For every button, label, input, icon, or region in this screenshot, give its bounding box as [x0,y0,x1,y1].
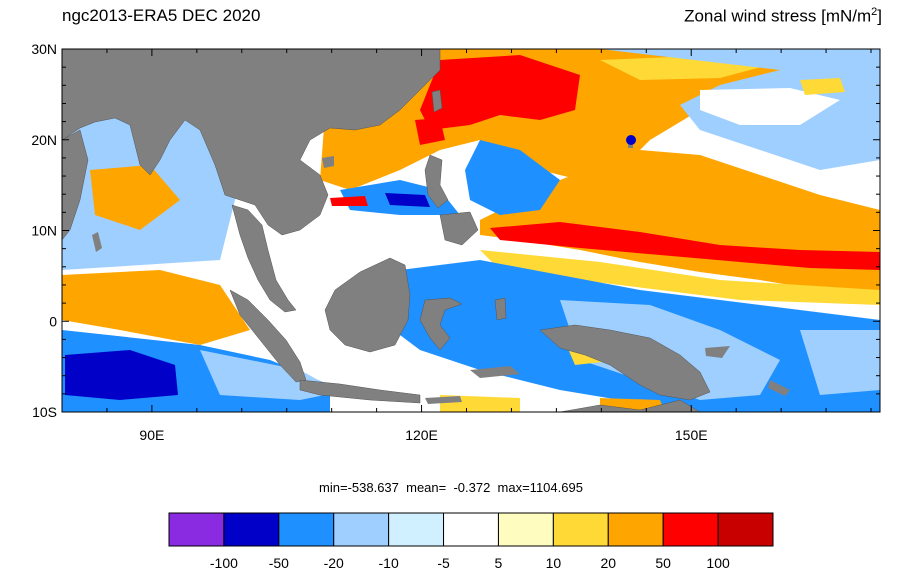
summary-stats: min=-538.637 mean= -0.372 max=1104.695 [319,480,583,495]
colorbar-label: -50 [269,555,289,571]
field-white-ne [700,88,840,125]
field-lightblue-coral [800,330,880,395]
colorbar-swatch [497,512,554,547]
land-new-guinea [539,324,711,401]
land-asia [62,49,441,236]
land-taiwan [431,89,443,113]
lat-tick-label: 10S [32,404,57,420]
land-new-britain [705,346,730,358]
field-orange-io-eq [62,270,250,345]
field-blue-phil-sea [465,140,560,215]
colorbar-swatch [443,512,499,547]
colorbar-label: -100 [210,555,238,571]
land-luzon [424,154,449,209]
colorbar: -100 -50 -20 -10 -5 5 10 20 50 100 [168,512,774,571]
colorbar-swatch [223,512,280,547]
colorbar-swatch [168,512,225,547]
field-blue-vortex [626,135,636,145]
field-darkblue-io-south [65,350,178,400]
lon-tick-label: 150E [675,427,708,443]
land-indochina-peninsula [231,204,297,313]
colorbar-swatch [552,512,609,547]
field-orange-io-north [90,165,180,230]
colorbar-label: 10 [546,555,562,571]
colorbar-label: -20 [324,555,344,571]
land-australia-top [559,399,701,412]
land-sri-lanka [92,232,102,252]
axes: 30N 20N 10N 0 10S 90E 120E 150E [31,41,880,443]
variable-title: Zonal wind stress [mN/m2] [684,6,882,26]
land-borneo [324,257,411,353]
field-red-scs [330,196,368,206]
land-solomon [768,380,790,396]
colorbar-swatch [278,512,335,547]
colorbar-label: -5 [437,555,450,571]
lat-tick-label: 0 [49,313,57,329]
colorbar-swatch [662,512,719,547]
lat-tick-label: 10N [31,223,57,239]
land-java [299,379,421,404]
colorbar-swatch [333,512,390,547]
map-title: ngc2013-ERA5 DEC 2020 [62,6,261,25]
colorbar-label: 100 [706,555,730,571]
field-yellow-ne-patch [800,78,845,95]
land-sumatra [229,289,307,383]
field-red-trades [490,222,880,270]
lat-tick-label: 20N [31,132,57,148]
colorbar-label: 20 [600,555,616,571]
field-darkblue-scs [385,193,430,207]
land-sulawesi [419,297,463,351]
colorbar-swatch [388,512,445,547]
land-hainan [322,156,334,168]
land-timor [470,366,520,378]
land-lesser-sunda [425,396,462,404]
colorbar-swatch [607,512,664,547]
colorbar-swatch [717,512,774,547]
field-yellow-trades-south [480,250,880,305]
field-red-kuroshio [420,55,580,130]
colorbar-label: 50 [655,555,671,571]
lon-tick-label: 120E [405,427,438,443]
land-halmahera [494,297,507,321]
colorbar-label: -10 [379,555,399,571]
lon-tick-label: 90E [139,427,164,443]
colorbar-label: 5 [495,555,503,571]
lat-tick-label: 30N [31,41,57,57]
land-mindanao [439,211,479,246]
land-india-tip [62,129,89,241]
field-red-luzon [415,118,445,145]
